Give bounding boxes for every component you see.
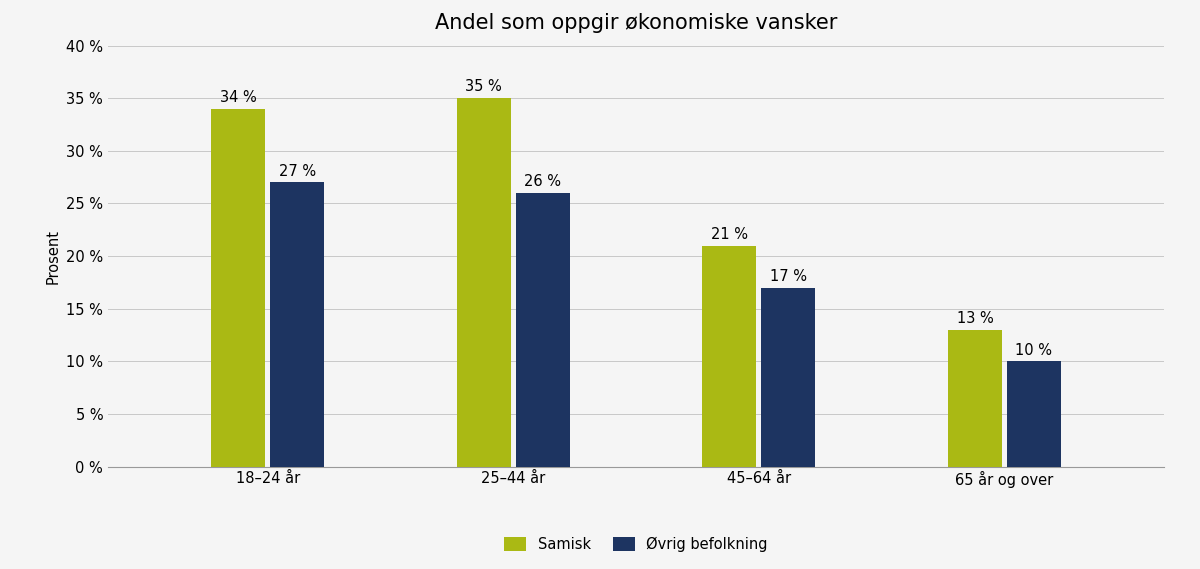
Bar xyxy=(270,182,324,467)
Text: 35 %: 35 % xyxy=(466,80,502,94)
Bar xyxy=(1007,361,1061,467)
Legend: Samisk, Øvrig befolkning: Samisk, Øvrig befolkning xyxy=(504,537,768,552)
Bar xyxy=(948,329,1002,467)
Text: 17 %: 17 % xyxy=(769,269,806,284)
Text: 34 %: 34 % xyxy=(220,90,257,105)
Text: 26 %: 26 % xyxy=(524,174,562,189)
Bar xyxy=(702,246,756,467)
Text: 10 %: 10 % xyxy=(1015,343,1052,358)
Text: 21 %: 21 % xyxy=(710,227,748,242)
Bar xyxy=(516,193,570,467)
Bar xyxy=(761,287,815,467)
Title: Andel som oppgir økonomiske vansker: Andel som oppgir økonomiske vansker xyxy=(434,13,838,33)
Text: 27 %: 27 % xyxy=(278,164,316,179)
Bar xyxy=(457,98,511,467)
Y-axis label: Prosent: Prosent xyxy=(46,229,60,283)
Bar xyxy=(211,109,265,467)
Text: 13 %: 13 % xyxy=(956,311,994,326)
